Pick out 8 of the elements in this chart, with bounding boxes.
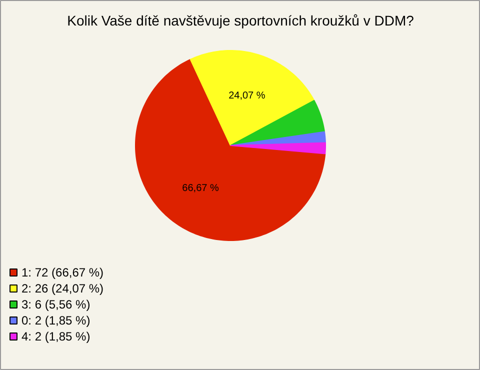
legend-label: 1: 72 (66,67 %) [22, 266, 104, 280]
data-label: 24,07 % [228, 90, 266, 102]
chart-title: Kolik Vaše dítě navštěvuje sportovních kroužků v DDM? [67, 12, 414, 28]
legend-label: 2: 26 (24,07 %) [22, 282, 104, 296]
data-label: 66,67 % [182, 182, 219, 194]
legend-label: 0: 2 (1,85 %) [22, 314, 90, 328]
legend-label: 3: 6 (5,56 %) [22, 298, 90, 312]
legend-label: 4: 2 (1,85 %) [22, 330, 90, 344]
